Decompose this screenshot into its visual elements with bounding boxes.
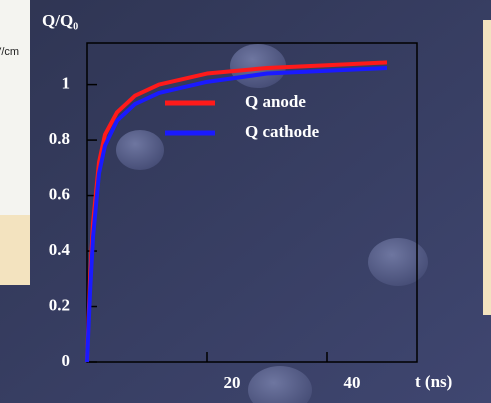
slide: V/cm Q/Q₀ t (ns) 0 0.2 0.4 0.6 0.8 1 20 40 Q ano…: [0, 0, 491, 403]
y-tick-label: 0.6: [49, 184, 70, 203]
x-tick-label: 40: [344, 373, 361, 392]
note-box: [0, 215, 30, 285]
y-axis-label: Q/Q₀: [42, 11, 78, 30]
y-tick-label: 0: [62, 351, 71, 370]
y-tick-label: 0.8: [49, 129, 70, 148]
y-tick-label: 0.2: [49, 295, 70, 314]
y-tick-label: 0.4: [49, 240, 71, 259]
legend-label: Q cathode: [245, 122, 320, 141]
y-tick-label: 1: [62, 74, 71, 93]
x-tick-label: 20: [224, 373, 241, 392]
legend-label: Q anode: [245, 92, 306, 111]
x-axis-label: t (ns): [415, 372, 452, 391]
page: {"chart_data": {"type": "line", "ylabel"…: [0, 0, 491, 403]
fragment-text: V/cm: [0, 46, 19, 58]
image-fragment: [0, 0, 30, 215]
note-box: [483, 20, 491, 315]
decor-sphere: [368, 238, 428, 286]
decor-sphere: [116, 130, 164, 170]
